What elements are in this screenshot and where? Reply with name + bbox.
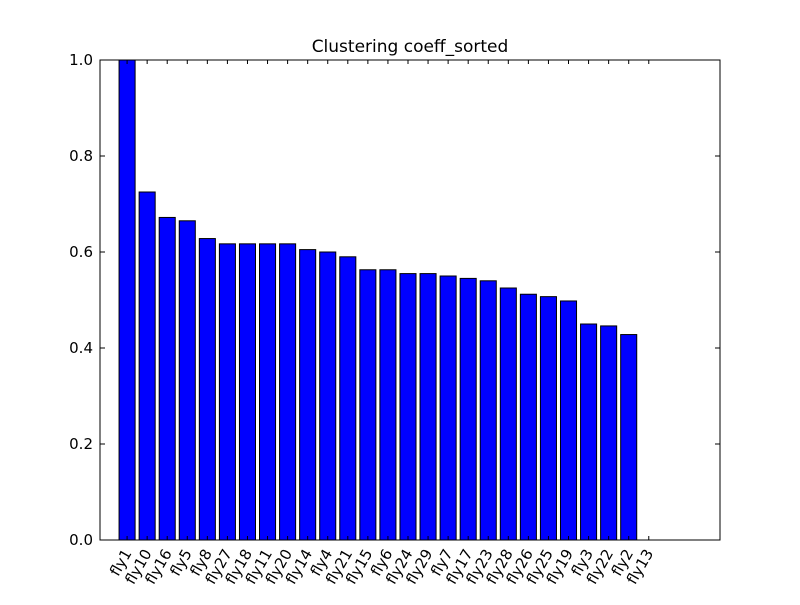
bar-fly24 bbox=[399, 273, 417, 541]
plot-frame bbox=[99, 59, 721, 541]
y-tick-label: 0.8 bbox=[69, 147, 93, 165]
bar-fly15 bbox=[359, 269, 377, 541]
bar-fly26 bbox=[519, 293, 537, 541]
bar-fly11 bbox=[259, 243, 277, 541]
bar-fly18 bbox=[238, 243, 257, 541]
y-axis: 0.0 0.2 0.4 0.6 0.8 1.0 bbox=[69, 51, 720, 549]
bar-fly22 bbox=[600, 325, 618, 541]
bars-layer bbox=[118, 59, 638, 541]
bar-fly27 bbox=[218, 243, 236, 541]
bar-fly10 bbox=[138, 191, 156, 541]
bar-fly1 bbox=[118, 59, 136, 541]
bar-fly6 bbox=[379, 269, 397, 541]
bar-fly7 bbox=[439, 275, 457, 541]
bar-fly17 bbox=[459, 277, 477, 541]
bar-fly29 bbox=[419, 273, 437, 541]
bar-fly19 bbox=[559, 300, 578, 541]
bar-fly5 bbox=[178, 220, 196, 541]
bar-fly23 bbox=[479, 280, 497, 541]
bar-fly14 bbox=[299, 249, 317, 541]
bar-fly4 bbox=[319, 251, 337, 541]
y-tick-label: 0.2 bbox=[69, 435, 93, 453]
y-tick-label: 0.4 bbox=[69, 339, 93, 357]
y-tick-label: 0.0 bbox=[69, 531, 93, 549]
bar-fly20 bbox=[279, 243, 297, 541]
bar-fly25 bbox=[539, 296, 557, 541]
bar-fly16 bbox=[158, 216, 176, 541]
bar-fly3 bbox=[580, 323, 598, 541]
bar-fly8 bbox=[198, 238, 216, 541]
bar-fly28 bbox=[499, 287, 517, 541]
bar-fly2 bbox=[620, 334, 638, 541]
chart-title: Clustering coeff_sorted bbox=[312, 37, 509, 57]
y-tick-label: 1.0 bbox=[69, 51, 93, 69]
bar-fly21 bbox=[339, 256, 357, 541]
y-tick-label: 0.6 bbox=[69, 243, 93, 261]
